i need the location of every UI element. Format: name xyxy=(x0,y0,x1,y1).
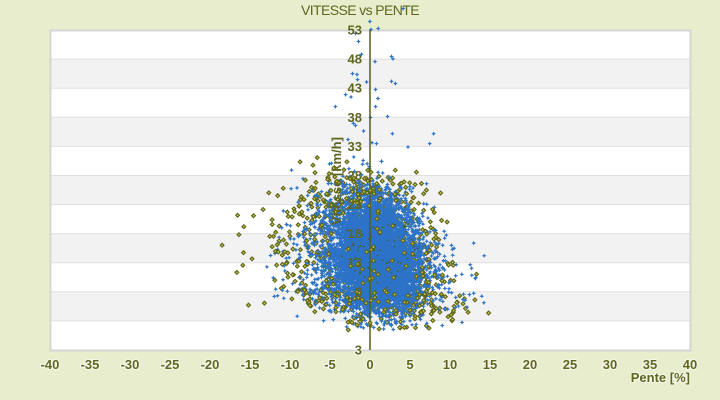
svg-text:48: 48 xyxy=(348,52,362,67)
svg-text:Pente [%]: Pente [%] xyxy=(631,370,690,385)
svg-text:25: 25 xyxy=(563,357,577,372)
svg-text:-15: -15 xyxy=(241,357,260,372)
svg-text:0: 0 xyxy=(366,357,373,372)
svg-text:-40: -40 xyxy=(41,357,60,372)
svg-text:18: 18 xyxy=(348,226,362,241)
svg-text:-20: -20 xyxy=(201,357,220,372)
svg-text:-30: -30 xyxy=(121,357,140,372)
svg-text:VITESSE vs PENTE: VITESSE vs PENTE xyxy=(301,2,419,18)
svg-text:38: 38 xyxy=(348,110,362,125)
svg-text:-10: -10 xyxy=(281,357,300,372)
svg-text:15: 15 xyxy=(483,357,497,372)
svg-text:-5: -5 xyxy=(324,357,336,372)
svg-text:53: 53 xyxy=(348,23,362,38)
svg-text:5: 5 xyxy=(406,357,413,372)
svg-text:3: 3 xyxy=(355,343,362,358)
svg-text:33: 33 xyxy=(348,139,362,154)
svg-text:-35: -35 xyxy=(81,357,100,372)
svg-text:10: 10 xyxy=(443,357,457,372)
svg-text:-25: -25 xyxy=(161,357,180,372)
svg-text:20: 20 xyxy=(523,357,537,372)
svg-text:43: 43 xyxy=(348,81,362,96)
svg-text:30: 30 xyxy=(603,357,617,372)
